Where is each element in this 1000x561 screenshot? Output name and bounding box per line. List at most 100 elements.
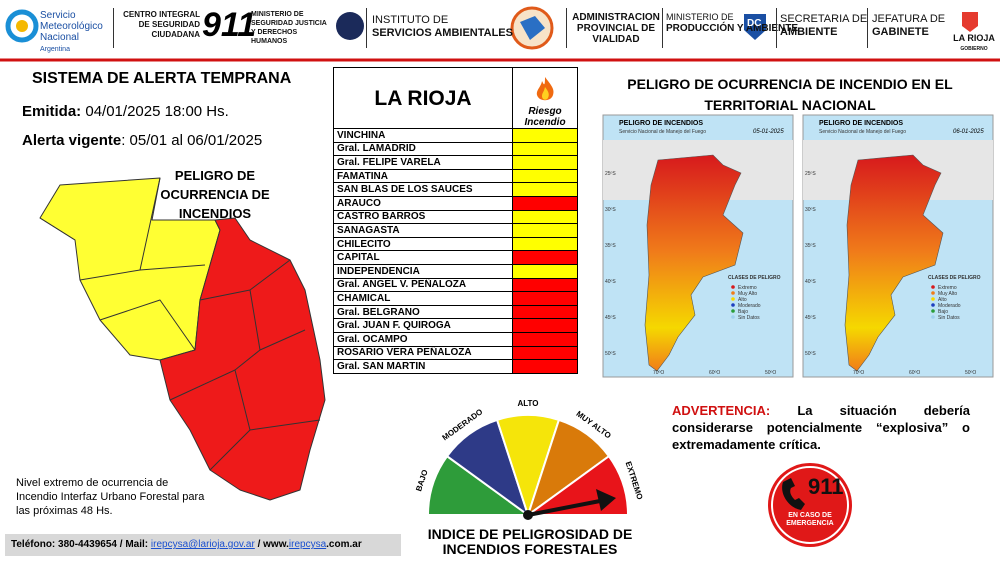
lat-label: 45ºS [605, 315, 616, 321]
district-name: FAMATINA [333, 168, 513, 184]
legend-swatch [931, 291, 935, 295]
province-map-title: PELIGRO DE OCURRENCIA DE INCENDIOS [160, 168, 270, 221]
district-name: CASTRO BARROS [333, 209, 513, 225]
gauge-title: INDICE DE PELIGROSIDAD DE [427, 526, 633, 542]
district-name: CAPITAL [333, 250, 513, 265]
police-logo [336, 12, 364, 40]
district-name: VINCHINA [333, 128, 513, 143]
legend-label: Bajo [938, 309, 948, 315]
district-name: CHILECITO [333, 236, 513, 252]
risk-cell [512, 304, 578, 320]
legend-title: CLASES DE PELIGRO [928, 275, 981, 281]
secretaria-text: SECRETARIA DE [780, 13, 868, 25]
risk-row: CHAMICAL [333, 291, 578, 306]
lon-label: 60ºO [709, 370, 720, 376]
district-name: ARAUCO [333, 195, 513, 211]
lat-label: 40ºS [605, 279, 616, 285]
valid-label: Alerta vigente [22, 132, 122, 149]
legend-label: Extremo [738, 285, 757, 291]
risk-cell [512, 182, 578, 197]
lat-label: 50ºS [605, 351, 616, 357]
web-suffix: .com.ar [326, 539, 362, 550]
alert-note: Nivel extremo de ocurrencia de Incendio … [16, 477, 205, 517]
gobierno-text: LA RIOJA [953, 33, 995, 43]
issued-date: 04/01/2025 18:00 Hs. [85, 103, 229, 120]
phone-label: Teléfono: [11, 539, 56, 550]
separator [366, 8, 367, 48]
risk-cell [512, 263, 578, 279]
risk-row: ROSARIO VERA PEÑALOZA [333, 345, 578, 361]
district-borders [39, 177, 321, 471]
risk-row: Gral. JUAN F. QUIROGA [333, 318, 578, 333]
legend-swatch [931, 303, 935, 307]
risk-header-text: Riesgo Incendio [524, 106, 566, 128]
smn-text: Servicio Meteorológico Nacional [40, 10, 103, 43]
national-title: PELIGRO DE OCURRENCIA DE INCENDIO EN EL … [627, 76, 953, 113]
lat-label: 50ºS [805, 351, 816, 357]
risk-cell [512, 291, 578, 306]
risk-cell [512, 236, 578, 252]
header-graphics [0, 6, 1000, 62]
risk-header: Riesgo Incendio [512, 67, 578, 129]
secretaria-text: AMBIENTE [780, 26, 838, 38]
web-link[interactable]: irepcysa [288, 539, 327, 550]
lat-label: 30ºS [605, 207, 616, 213]
centro-number: 911 [202, 6, 257, 44]
gauge-title: INCENDIOS FORESTALES [442, 541, 618, 557]
smn-country: Argentina [40, 46, 70, 53]
mail-link[interactable]: irepcysa@larioja.gov.ar [150, 539, 255, 550]
emergency-text: EN CASO DE EMERGENCIA [786, 512, 834, 527]
instituto-text: INSTITUTO DE [372, 14, 449, 26]
legend-label: Sin Datos [738, 315, 760, 321]
district-name: Gral. LAMADRID [333, 141, 513, 157]
legend-label: Muy Alto [938, 291, 957, 297]
risk-cell [512, 155, 578, 170]
risk-row: CAPITAL [333, 250, 578, 265]
jefatura-text: JEFATURA DE [872, 13, 946, 25]
risk-row: CHILECITO [333, 236, 578, 252]
issued-label: Emitida: [22, 103, 82, 120]
risk-row: Gral. OCAMPO [333, 331, 578, 347]
separator [662, 8, 663, 48]
legend-swatch [731, 303, 735, 307]
warning-label: ADVERTENCIA: [672, 403, 771, 418]
vialidad-logo-map [520, 16, 545, 40]
smn-logo [5, 9, 39, 43]
risk-cell [512, 318, 578, 333]
lon-label: 50ºO [965, 370, 976, 376]
risk-row: Gral. LAMADRID [333, 141, 578, 157]
produccion-text: PRODUCCIÓN Y AMBIENTE [666, 23, 799, 34]
risk-row: VINCHINA [333, 128, 578, 143]
produccion-text: MINISTERIO DE [666, 12, 734, 22]
separator [566, 8, 567, 48]
district-red [159, 217, 326, 501]
legend-swatch [931, 315, 935, 319]
mail-label: / Mail: [119, 539, 149, 550]
risk-row: CASTRO BARROS [333, 209, 578, 225]
legend-swatch [731, 297, 735, 301]
lat-label: 30ºS [805, 207, 816, 213]
district-name: INDEPENDENCIA [333, 263, 513, 279]
legend-label: Moderado [738, 303, 761, 309]
legend-label: Muy Alto [738, 291, 757, 297]
lat-label: 35ºS [605, 243, 616, 249]
dc-text: DC [747, 18, 762, 29]
warning: ADVERTENCIA: La situación debería consid… [672, 402, 970, 453]
legend-label: Alto [738, 297, 747, 303]
risk-cell [512, 128, 578, 143]
map-source: Servicio Nacional de Manejo del Fuego [619, 129, 706, 135]
gobierno-logo [962, 12, 978, 32]
district-name: CHAMICAL [333, 291, 513, 306]
risk-row: Gral. ANGEL V. PEÑALOZA [333, 277, 578, 293]
legend-swatch [931, 285, 935, 289]
gauge-label: ALTO [517, 399, 538, 408]
warning-text: La situación debería considerarse potenc… [672, 403, 970, 452]
map-title: PELIGRO DE INCENDIOS [819, 120, 903, 127]
emergency-icon [768, 463, 852, 547]
map-title: PELIGRO DE INCENDIOS [619, 120, 703, 127]
lon-label: 60ºO [909, 370, 920, 376]
risk-cell [512, 331, 578, 347]
district-name: Gral. SAN MARTIN [333, 359, 513, 374]
